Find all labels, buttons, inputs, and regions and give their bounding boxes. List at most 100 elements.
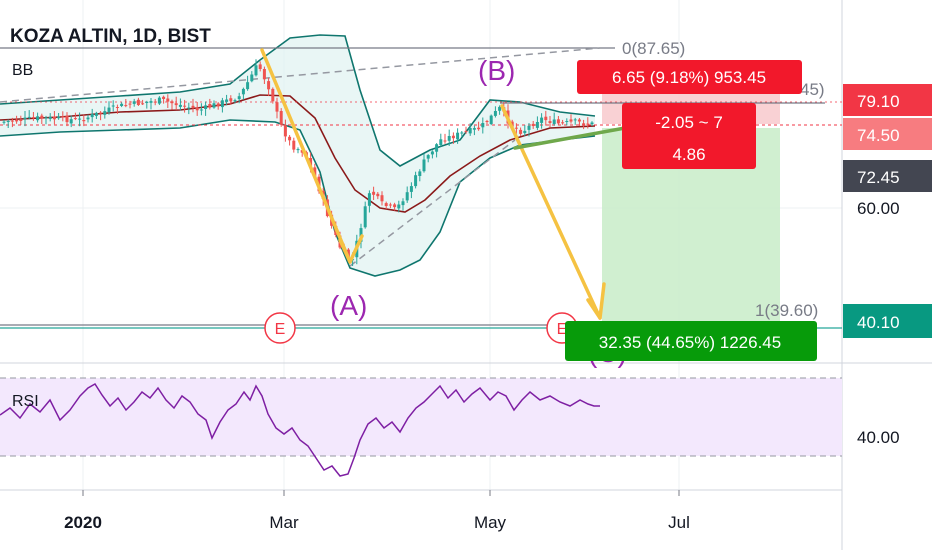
candle-body — [149, 101, 153, 103]
candle-body — [523, 130, 527, 134]
candle-body — [199, 109, 203, 111]
candle-body — [296, 149, 300, 151]
candle-body — [15, 119, 19, 122]
candle-body — [250, 74, 254, 82]
candle-body — [426, 155, 430, 159]
svg-text:79.10: 79.10 — [857, 92, 900, 111]
svg-text:2020: 2020 — [64, 513, 102, 532]
candle-body — [573, 119, 577, 121]
target-box[interactable]: 32.35 (44.65%) 1226.45 — [565, 321, 817, 361]
price-badge-4010: 40.10 — [843, 304, 932, 338]
svg-text:74.50: 74.50 — [857, 126, 900, 145]
price-badge-7245: 72.45 — [843, 160, 932, 192]
x-tick-mar: Mar — [269, 490, 299, 532]
candle-body — [103, 111, 107, 115]
event-marker-1[interactable]: E — [264, 312, 296, 344]
candle-body — [292, 140, 296, 150]
candle-body — [115, 107, 119, 108]
candle-body — [262, 69, 266, 80]
bb-indicator-label[interactable]: BB — [12, 62, 33, 79]
candle-body — [363, 206, 367, 228]
candle-body — [544, 116, 548, 121]
candle-body — [86, 117, 90, 120]
candle-body — [271, 88, 275, 102]
svg-text:May: May — [474, 513, 507, 532]
candle-body — [191, 105, 195, 108]
candle-body — [418, 171, 422, 176]
candle-body — [31, 117, 35, 119]
candle-body — [94, 112, 98, 116]
candle-body — [241, 88, 245, 95]
candle-body — [439, 139, 443, 145]
candle-body — [443, 140, 447, 142]
bb-lower — [0, 119, 596, 277]
candle-body — [23, 117, 27, 120]
candle-body — [489, 115, 493, 124]
rsi-tick-40: 40.00 — [857, 428, 900, 447]
candle-body — [456, 132, 460, 140]
y-tick-60: 60.00 — [857, 199, 900, 218]
price-badge-7450: 74.50 — [843, 118, 932, 150]
candle-body — [409, 186, 413, 192]
candle-body — [174, 103, 178, 106]
candle-body — [447, 136, 451, 141]
candle-body — [145, 101, 149, 103]
candle-body — [388, 204, 392, 206]
candle-body — [405, 192, 409, 201]
candle-body — [485, 121, 489, 122]
svg-text:32.35 (44.65%) 1226.45: 32.35 (44.65%) 1226.45 — [599, 333, 781, 352]
candle-body — [586, 123, 590, 125]
bb-basis — [0, 94, 596, 213]
candle-body — [170, 101, 174, 104]
candle-body — [464, 130, 468, 132]
candle-body — [141, 103, 145, 105]
candle-body — [531, 123, 535, 126]
candle-body — [162, 96, 166, 99]
svg-text:4.86: 4.86 — [672, 145, 705, 164]
candle-body — [430, 151, 434, 155]
candle-body — [309, 158, 313, 166]
candle-body — [19, 120, 23, 121]
candle-body — [372, 191, 376, 195]
candle-body — [229, 98, 233, 102]
fib-label-top: 0(87.65) — [622, 39, 685, 58]
candle-body — [44, 117, 48, 119]
candle-body — [178, 104, 182, 107]
candle-body — [216, 103, 220, 107]
green-trendline — [513, 126, 627, 150]
candle-body — [65, 115, 69, 123]
candle-body — [246, 82, 250, 90]
candle-body — [393, 204, 397, 208]
candle-body — [82, 120, 86, 122]
x-tick-2020: 2020 — [64, 490, 102, 532]
symbol-title: KOZA ALTIN, 1D, BIST — [10, 26, 211, 47]
candle-body — [414, 175, 418, 187]
price-badge-7910: 79.10 — [843, 84, 932, 116]
rsi-line — [0, 382, 600, 477]
candle-body — [565, 121, 569, 122]
candle-body — [27, 116, 31, 118]
candle-body — [124, 105, 128, 107]
candle-body — [283, 125, 287, 137]
rsi-indicator-label[interactable]: RSI — [12, 393, 39, 410]
candle-body — [36, 116, 40, 121]
candle-body — [367, 193, 371, 206]
trend-lower — [349, 139, 516, 267]
candle-body — [481, 123, 485, 128]
candle-body — [552, 119, 556, 125]
svg-text:Jul: Jul — [668, 513, 690, 532]
rsi-band — [0, 378, 842, 456]
candle-body — [384, 203, 388, 206]
candle-body — [472, 128, 476, 130]
candle-body — [90, 114, 94, 118]
candle-body — [52, 116, 56, 120]
candle-body — [61, 116, 65, 118]
mid-box[interactable]: -2.05 ~ 7 4.86 — [622, 103, 756, 169]
candle-body — [166, 98, 170, 102]
candle-body — [78, 118, 82, 120]
candle-body — [422, 159, 426, 172]
stop-box[interactable]: 6.65 (9.18%) 953.45 — [577, 60, 802, 94]
candle-body — [569, 119, 573, 122]
candle-body — [561, 122, 565, 124]
